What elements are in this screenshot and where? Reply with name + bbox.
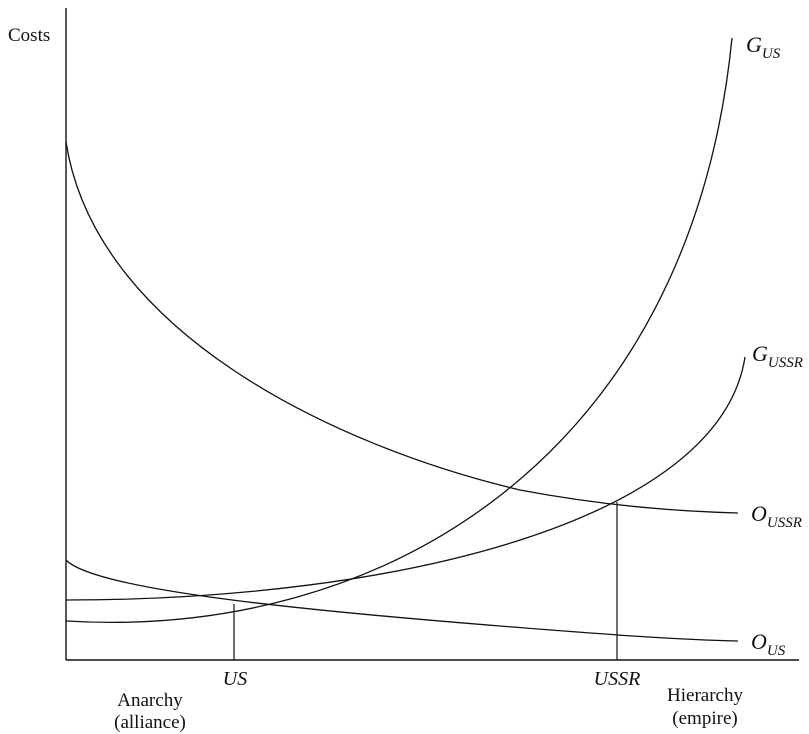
empire-label: (empire): [672, 708, 737, 729]
y-axis-label: Costs: [8, 25, 50, 46]
g-ussr-label: GUSSR: [752, 341, 803, 371]
o-us-curve: [65, 559, 739, 642]
hierarchy-label: Hierarchy: [667, 685, 743, 706]
g-us-curve: [65, 37, 733, 623]
g-ussr-curve: [65, 356, 746, 601]
g-us-label: GUS: [746, 32, 781, 62]
ussr-tick-label: USSR: [594, 668, 641, 690]
anarchy-label: Anarchy: [117, 690, 183, 711]
alliance-label: (alliance): [114, 712, 186, 733]
o-ussr-curve: [65, 141, 739, 514]
o-ussr-label: OUSSR: [751, 501, 802, 531]
o-us-label: OUS: [751, 629, 786, 659]
us-tick-label: US: [223, 668, 247, 690]
